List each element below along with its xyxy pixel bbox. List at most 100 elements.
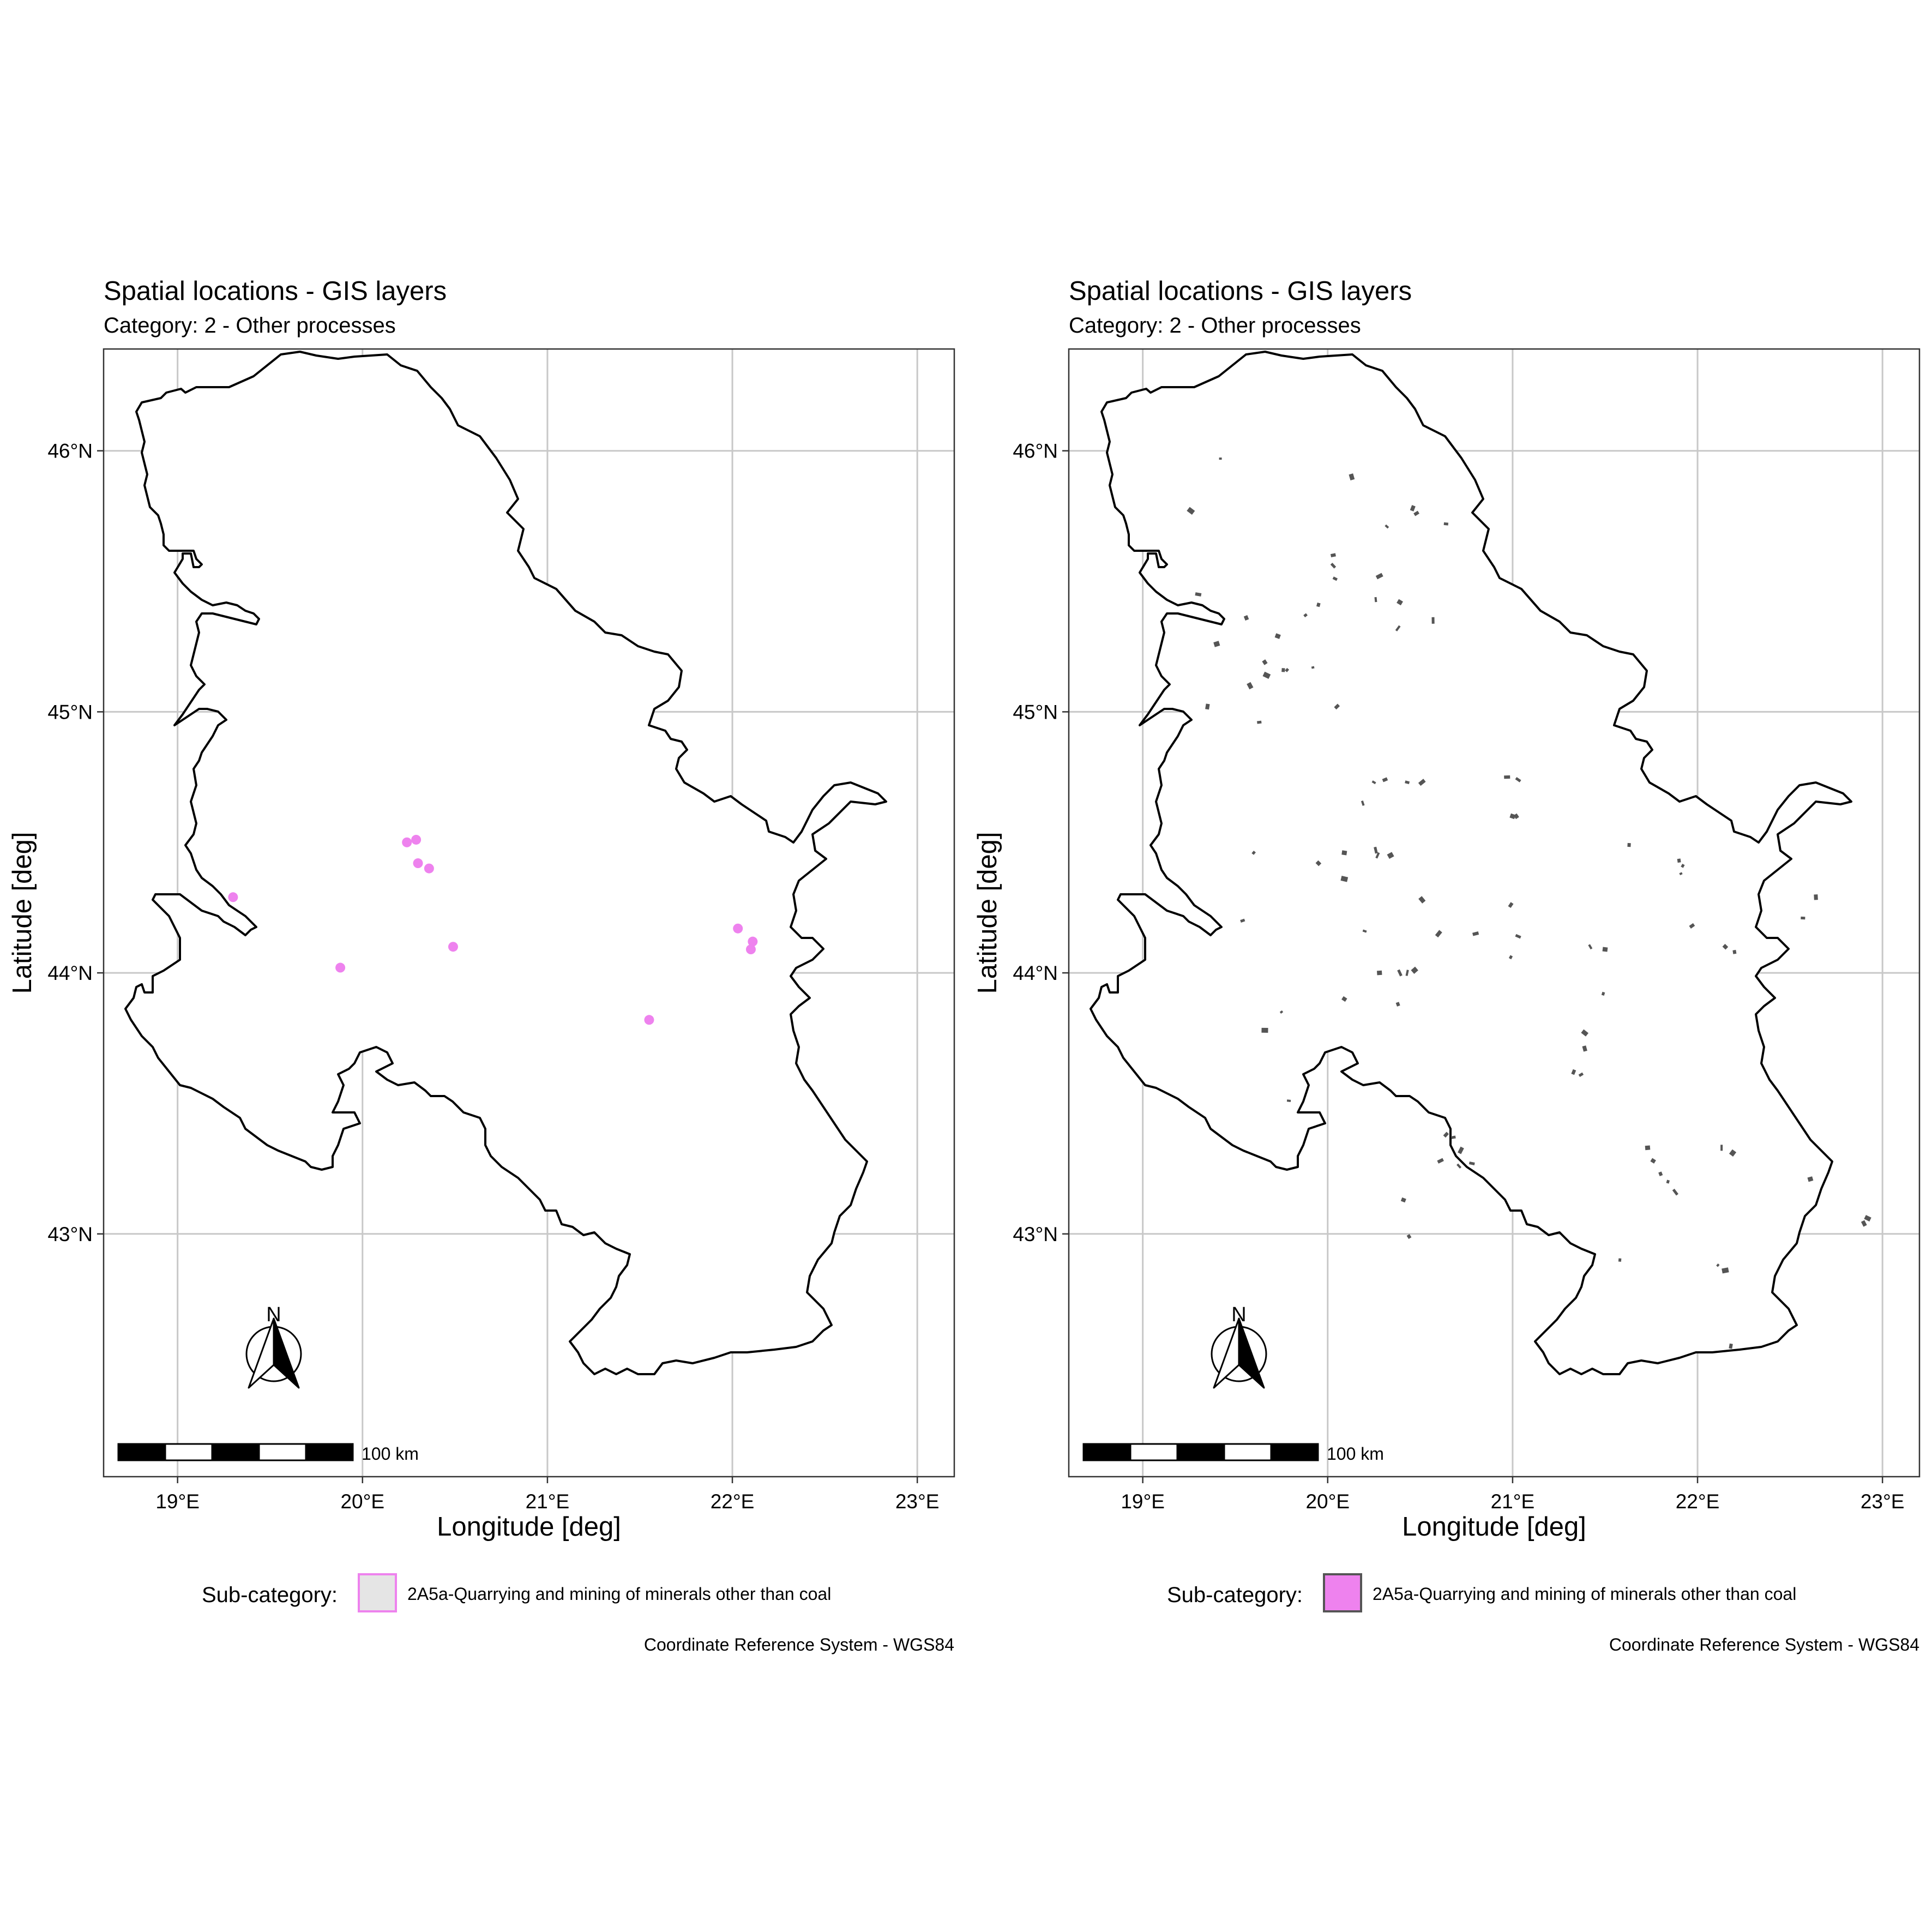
x-axis-ticks: 19°E 20°E 21°E 22°E 23°E: [1121, 1477, 1904, 1513]
site-polygon: [1722, 1267, 1729, 1274]
site-polygon: [1406, 1234, 1412, 1239]
site-polygon: [1515, 777, 1521, 783]
site-polygon: [1257, 720, 1262, 724]
scale-bar: 100 km: [117, 1443, 419, 1464]
y-axis-title: Latitude [deg]: [8, 832, 37, 994]
legend-item-label: 2A5a-Quarrying and mining of minerals ot…: [1373, 1584, 1796, 1604]
site-polygon: [1274, 633, 1281, 639]
map-subtitle: Category: 2 - Other processes: [104, 314, 396, 338]
site-polygon: [1418, 896, 1426, 904]
site-polygon: [1385, 524, 1389, 529]
site-polygon: [1410, 505, 1416, 511]
site-polygon: [1405, 970, 1409, 976]
site-polygon: [1281, 668, 1285, 672]
site-polygon: [1240, 918, 1245, 923]
site-polygon: [1807, 1176, 1814, 1182]
site-polygon: [1349, 473, 1355, 480]
site-polygon: [1814, 894, 1818, 900]
site-polygon: [1285, 667, 1290, 672]
y-tick-label: 44°N: [47, 962, 93, 984]
scale-bar: 100 km: [1082, 1443, 1384, 1464]
x-axis-title: Longitude [deg]: [1402, 1512, 1586, 1542]
site-polygon: [1679, 872, 1683, 876]
site-polygon: [1371, 780, 1376, 785]
site-polygon: [1311, 666, 1315, 669]
site-polygon: [1458, 1146, 1464, 1154]
site-polygon: [1397, 599, 1403, 606]
site-polygon: [1472, 931, 1479, 936]
north-arrow: N: [1211, 1303, 1267, 1389]
x-tick-label: 19°E: [155, 1490, 200, 1513]
north-arrow: N: [245, 1303, 302, 1389]
x-tick-label: 22°E: [1676, 1490, 1720, 1513]
site-polygon: [1341, 850, 1347, 856]
y-axis-ticks: 46°N 45°N 44°N 43°N: [47, 440, 104, 1245]
site-polygon: [1397, 969, 1403, 977]
x-axis-title: Longitude [deg]: [437, 1512, 621, 1542]
site-polygon: [1451, 1135, 1456, 1139]
map-panel-points: Spatial locations - GIS layers Category:…: [8, 276, 955, 1654]
site-polygon: [1374, 597, 1377, 603]
site-polygon: [1729, 1149, 1737, 1157]
legend-title: Sub-category:: [202, 1583, 338, 1607]
site-polygon: [1431, 617, 1435, 624]
site-polygon: [1578, 1072, 1584, 1077]
x-tick-label: 20°E: [340, 1490, 384, 1513]
y-tick-label: 44°N: [1013, 962, 1058, 984]
map-subtitle: Category: 2 - Other processes: [1069, 314, 1361, 338]
site-point: [411, 834, 422, 845]
x-tick-label: 21°E: [1491, 1490, 1535, 1513]
site-polygon: [1627, 842, 1631, 847]
site-polygon: [1666, 1179, 1670, 1184]
site-polygon: [1732, 949, 1737, 954]
site-polygon: [1509, 813, 1516, 820]
y-tick-label: 45°N: [47, 701, 93, 723]
site-polygon: [1513, 813, 1519, 820]
site-polygon: [1205, 703, 1210, 710]
crs-caption: Coordinate Reference System - WGS84: [644, 1635, 954, 1654]
site-polygon: [1213, 641, 1220, 647]
x-tick-label: 20°E: [1305, 1490, 1350, 1513]
site-polygon: [1375, 852, 1380, 859]
site-polygon: [1375, 573, 1383, 580]
site-polygon: [1362, 929, 1367, 933]
legend-item-label: 2A5a-Quarrying and mining of minerals ot…: [407, 1584, 831, 1604]
site-polygon: [1279, 1010, 1284, 1014]
legend-key: [358, 1573, 397, 1612]
site-polygon: [1262, 671, 1271, 679]
site-polygon: [1801, 916, 1805, 920]
x-axis-ticks: 19°E 20°E 21°E 22°E 23°E: [155, 1477, 939, 1513]
site-polygon: [1219, 458, 1222, 460]
site-polygon: [1650, 1158, 1656, 1164]
site-polygon: [1508, 902, 1514, 908]
legend: Sub-category: 2A5a-Quarrying and mining …: [1167, 1573, 1796, 1612]
plot-border: [1068, 348, 1921, 1478]
legend-key: [1323, 1573, 1362, 1612]
site-polygon: [1395, 625, 1401, 631]
site-polygon: [1861, 1220, 1867, 1227]
y-tick-label: 46°N: [47, 440, 93, 462]
y-axis-ticks: 46°N 45°N 44°N 43°N: [1013, 440, 1069, 1245]
legend: Sub-category: 2A5a-Quarrying and mining …: [202, 1573, 831, 1612]
site-polygon: [1645, 1145, 1651, 1151]
site-polygon: [1722, 943, 1729, 950]
site-polygon: [1286, 1099, 1291, 1103]
site-point: [413, 858, 423, 869]
site-point: [448, 942, 458, 952]
site-polygon: [1341, 996, 1347, 1002]
site-point: [402, 837, 412, 847]
site-polygon: [1247, 682, 1254, 690]
site-polygon: [1864, 1215, 1871, 1222]
site-polygon: [1602, 947, 1608, 952]
map-title: Spatial locations - GIS layers: [104, 276, 447, 306]
features-layer: [1187, 458, 1871, 1349]
site-polygon: [1195, 592, 1202, 597]
site-point: [644, 1015, 654, 1025]
site-polygon: [1468, 1161, 1475, 1165]
site-polygon: [1601, 991, 1605, 996]
site-polygon: [1251, 850, 1256, 855]
site-polygon: [1187, 507, 1195, 515]
site-polygon: [1658, 1171, 1663, 1177]
site-polygon: [1243, 615, 1249, 621]
